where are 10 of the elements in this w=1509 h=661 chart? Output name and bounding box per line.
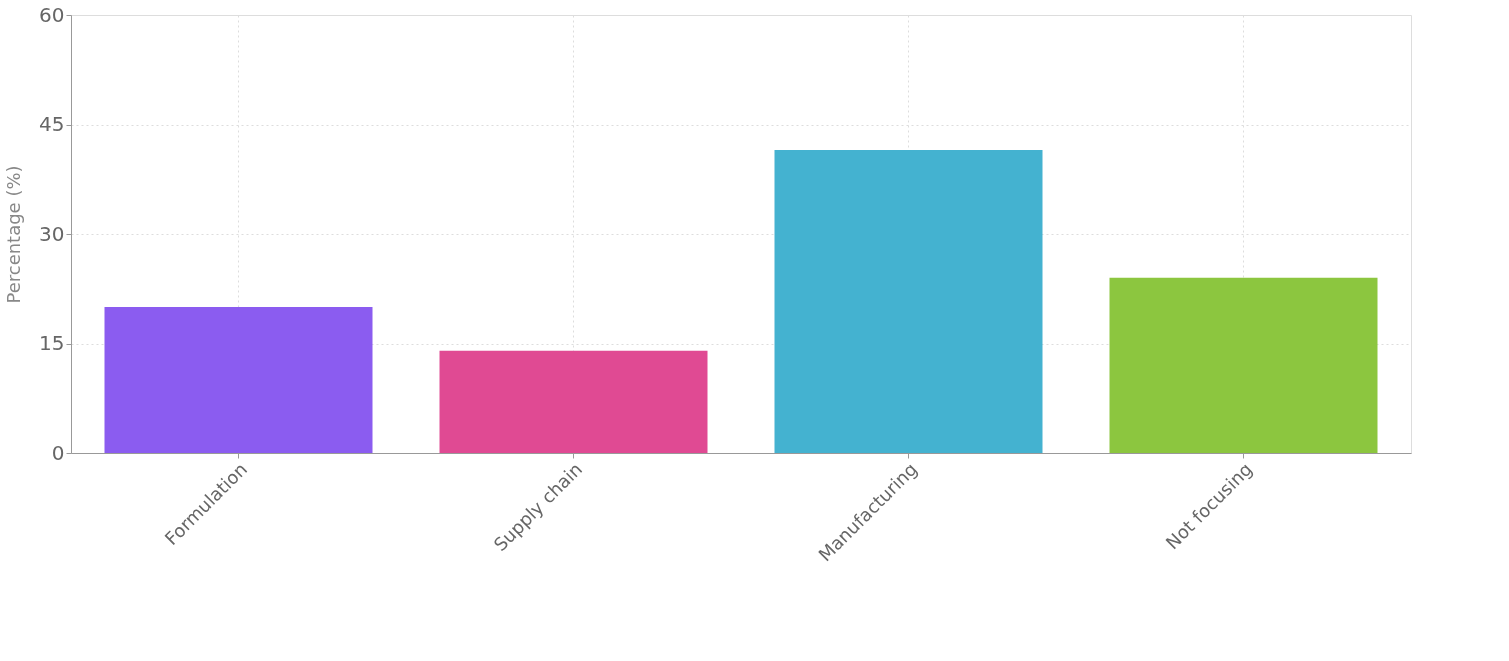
y-tick-label: 45 bbox=[39, 112, 65, 136]
bar bbox=[439, 350, 708, 453]
bar bbox=[1109, 277, 1378, 453]
bar bbox=[774, 150, 1043, 453]
y-tick-label: 15 bbox=[39, 331, 65, 355]
y-tick-label: 0 bbox=[51, 440, 65, 465]
y-tick-label: 30 bbox=[39, 221, 65, 246]
y-tick-label: 60 bbox=[39, 2, 65, 27]
y-axis-title: Percentage (%) bbox=[3, 165, 25, 304]
bar bbox=[104, 307, 373, 453]
